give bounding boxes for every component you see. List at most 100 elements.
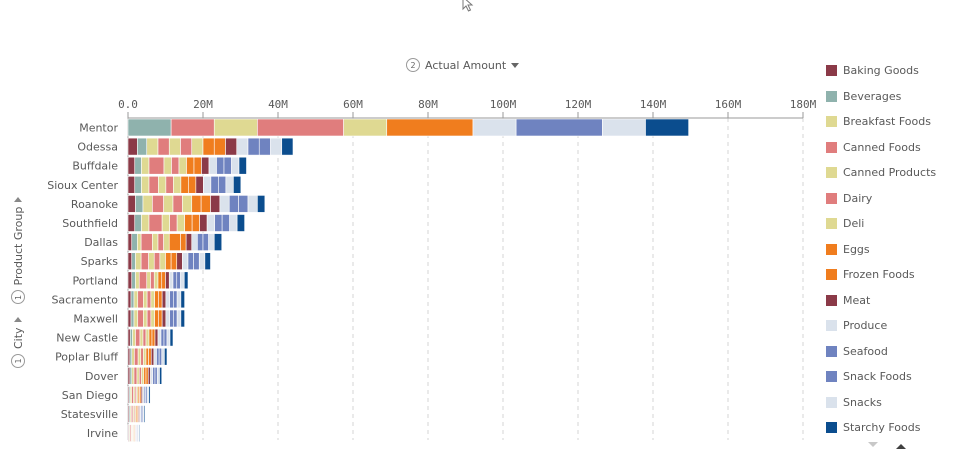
bar-segment[interactable] <box>135 271 140 290</box>
bar-segment[interactable] <box>133 366 138 385</box>
bar-segment[interactable] <box>515 118 603 137</box>
bar-segment[interactable] <box>131 347 135 366</box>
bar-segment[interactable] <box>195 176 204 194</box>
bar-segment[interactable] <box>191 233 198 251</box>
bar-segment[interactable] <box>141 156 150 175</box>
bar-segment[interactable] <box>137 309 144 328</box>
bar-segment[interactable] <box>152 195 164 213</box>
bar-segment[interactable] <box>154 328 159 347</box>
bar-segment[interactable] <box>169 309 174 328</box>
bar-segment[interactable] <box>127 328 131 347</box>
bar-segment[interactable] <box>213 118 258 137</box>
bar-segment[interactable] <box>180 309 185 328</box>
legend-scroll-down-icon[interactable] <box>868 442 878 447</box>
bar-segment[interactable] <box>168 233 181 251</box>
bar-segment[interactable] <box>156 366 160 385</box>
bar-segment[interactable] <box>178 156 187 175</box>
bar-segment[interactable] <box>138 366 142 385</box>
bar-segment[interactable] <box>143 405 146 423</box>
bar-segment[interactable] <box>180 233 187 251</box>
bar-segment[interactable] <box>146 290 152 309</box>
bar-segment[interactable] <box>197 233 204 251</box>
bar-segment[interactable] <box>213 233 223 251</box>
bar-segment[interactable] <box>146 271 151 290</box>
bar-segment[interactable] <box>202 137 215 156</box>
legend-item[interactable]: Dairy <box>826 186 966 212</box>
bar-segment[interactable] <box>208 233 215 251</box>
bar-segment[interactable] <box>135 328 141 347</box>
bar-segment[interactable] <box>270 137 283 156</box>
bar-segment[interactable] <box>176 271 181 290</box>
bar-segment[interactable] <box>188 176 197 194</box>
bar-segment[interactable] <box>183 271 189 290</box>
bar-segment[interactable] <box>130 309 135 328</box>
bar-segment[interactable] <box>225 137 238 156</box>
bar-segment[interactable] <box>229 214 238 232</box>
legend-item[interactable]: Canned Products <box>826 160 966 186</box>
bar-segment[interactable] <box>140 347 144 366</box>
bar-segment[interactable] <box>343 118 388 137</box>
bar-segment[interactable] <box>472 118 517 137</box>
legend-item[interactable]: Deli <box>826 211 966 237</box>
bar-segment[interactable] <box>161 309 167 328</box>
bar-segment[interactable] <box>201 156 210 175</box>
bar-segment[interactable] <box>131 366 135 385</box>
bar-segment[interactable] <box>172 195 183 213</box>
bar-segment[interactable] <box>163 195 174 213</box>
bar-segment[interactable] <box>386 118 474 137</box>
bar-segment[interactable] <box>150 366 154 385</box>
bar-segment[interactable] <box>186 156 195 175</box>
bar-segment[interactable] <box>161 290 167 309</box>
bar-segment[interactable] <box>137 290 144 309</box>
bar-segment[interactable] <box>152 233 159 251</box>
bar-segment[interactable] <box>154 366 158 385</box>
bar-segment[interactable] <box>150 347 155 366</box>
bar-segment[interactable] <box>137 233 142 251</box>
bar-segment[interactable] <box>145 366 149 385</box>
bar-segment[interactable] <box>133 290 139 309</box>
bar-segment[interactable] <box>236 214 245 232</box>
bar-segment[interactable] <box>165 176 174 194</box>
bar-segment[interactable] <box>206 214 215 232</box>
legend-item[interactable]: Frozen Foods <box>826 262 966 288</box>
bar-segment[interactable] <box>143 366 147 385</box>
bar-segment[interactable] <box>168 137 181 156</box>
bar-segment[interactable] <box>156 347 160 366</box>
bar-segment[interactable] <box>127 156 136 175</box>
bar-segment[interactable] <box>153 252 161 270</box>
bar-segment[interactable] <box>200 195 211 213</box>
bar-segment[interactable] <box>216 156 225 175</box>
bar-segment[interactable] <box>182 252 189 270</box>
bar-segment[interactable] <box>176 252 183 270</box>
bar-segment[interactable] <box>152 366 156 385</box>
bar-segment[interactable] <box>180 290 185 309</box>
bar-segment[interactable] <box>218 176 227 194</box>
bar-segment[interactable] <box>130 290 135 309</box>
legend-item[interactable]: Snacks <box>826 390 966 416</box>
bar-segment[interactable] <box>238 156 247 175</box>
legend-item[interactable]: Eggs <box>826 237 966 263</box>
bar-segment[interactable] <box>210 195 221 213</box>
bar-segment[interactable] <box>127 233 133 251</box>
bar-segment[interactable] <box>131 233 138 251</box>
bar-segment[interactable] <box>208 156 217 175</box>
bar-segment[interactable] <box>139 328 144 347</box>
legend-item[interactable]: Beverages <box>826 84 966 110</box>
bar-segment[interactable] <box>143 347 147 366</box>
bar-segment[interactable] <box>143 290 148 309</box>
bar-segment[interactable] <box>258 137 271 156</box>
bar-segment[interactable] <box>145 328 150 347</box>
bar-segment[interactable] <box>164 347 168 366</box>
bar-segment[interactable] <box>165 252 172 270</box>
bar-segment[interactable] <box>158 290 163 309</box>
bar-segment[interactable] <box>150 309 155 328</box>
bar-segment[interactable] <box>202 233 209 251</box>
bar-segment[interactable] <box>137 347 142 366</box>
bar-segment[interactable] <box>257 195 266 213</box>
bar-segment[interactable] <box>169 214 178 232</box>
bar-segment[interactable] <box>127 309 132 328</box>
bar-segment[interactable] <box>132 328 136 347</box>
bar-segment[interactable] <box>127 118 172 137</box>
bar-segment[interactable] <box>165 290 170 309</box>
bar-segment[interactable] <box>158 347 163 366</box>
